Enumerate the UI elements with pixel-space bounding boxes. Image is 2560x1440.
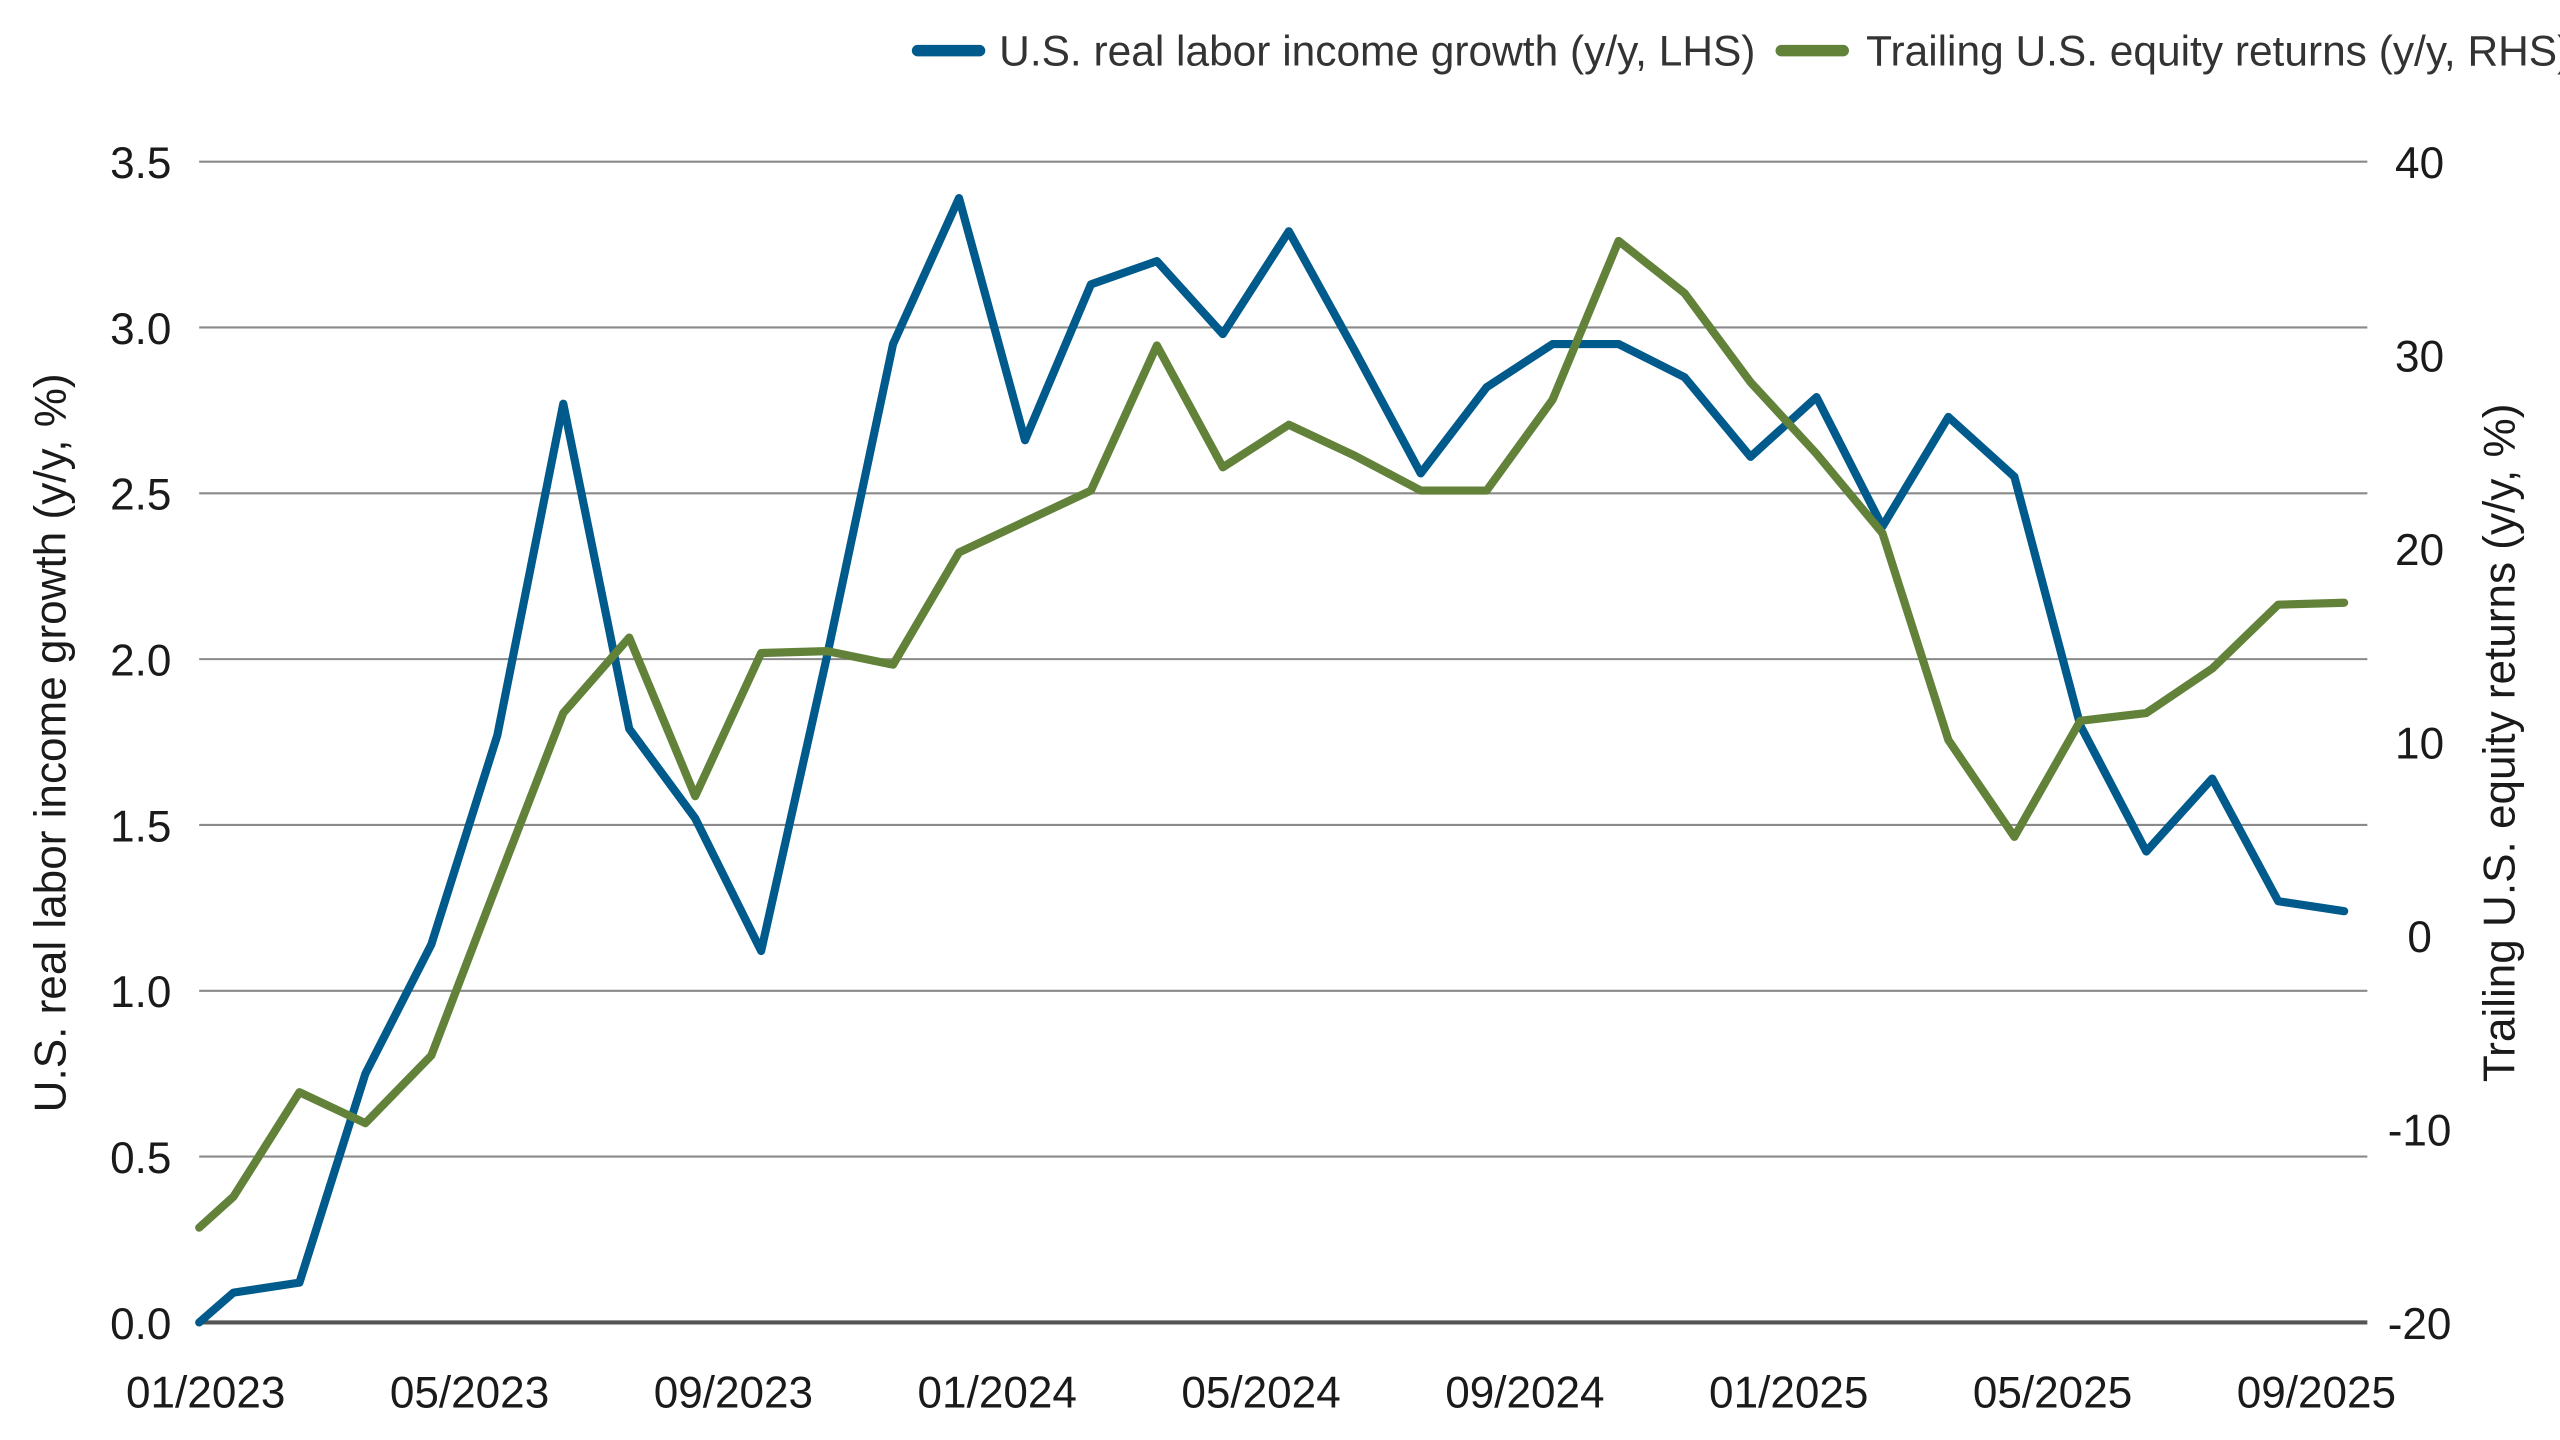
left-axis-label: U.S. real labor income growth (y/y, %): [26, 373, 75, 1112]
right-tick-label: 0: [2407, 913, 2432, 962]
gridlines: [199, 160, 2368, 1325]
left-tick-label: 2.5: [110, 471, 171, 520]
x-tick-label: 01/2023: [126, 1368, 285, 1417]
left-tick-label: 3.0: [110, 305, 171, 354]
right-tick-label: 10: [2395, 719, 2444, 768]
series-line-labor-income: [195, 194, 2349, 1327]
right-tick-label: -10: [2388, 1106, 2452, 1155]
right-tick-label: 40: [2395, 139, 2444, 188]
legend-label-labor-income: U.S. real labor income growth (y/y, LHS): [999, 27, 1755, 74]
left-axis-ticks: 0.0 0.5 1.0 1.5 2.0 2.5 3.0 3.5: [110, 139, 171, 1349]
left-tick-label: 3.5: [110, 139, 171, 188]
x-tick-label: 05/2025: [1973, 1368, 2132, 1417]
right-tick-label: -20: [2388, 1300, 2452, 1349]
right-axis-label: Trailing U.S. equity returns (y/y, %): [2475, 404, 2524, 1082]
left-tick-label: 1.5: [110, 802, 171, 851]
x-tick-label: 01/2024: [918, 1368, 1077, 1417]
series-line-equity-returns: [195, 236, 2349, 1232]
legend: U.S. real labor income growth (y/y, LHS)…: [911, 27, 2560, 74]
x-tick-label: 05/2023: [390, 1368, 549, 1417]
right-tick-label: 20: [2395, 526, 2444, 575]
x-tick-label: 09/2025: [2237, 1368, 2396, 1417]
left-tick-label: 0.5: [110, 1134, 171, 1183]
left-tick-label: 0.0: [110, 1300, 171, 1349]
series-lines: [195, 194, 2349, 1327]
legend-label-equity-returns: Trailing U.S. equity returns (y/y, RHS): [1866, 27, 2560, 74]
x-tick-label: 09/2024: [1445, 1368, 1604, 1417]
left-tick-label: 2.0: [110, 636, 171, 685]
x-tick-label: 05/2024: [1181, 1368, 1340, 1417]
x-axis-ticks: 01/2023 05/2023 09/2023 01/2024 05/2024 09/20…: [126, 1368, 2396, 1417]
x-tick-label: 01/2025: [1709, 1368, 1868, 1417]
right-tick-label: 30: [2395, 332, 2444, 381]
right-axis-ticks: -20 -10 0 10 20 30 40: [2388, 139, 2452, 1349]
left-tick-label: 1.0: [110, 968, 171, 1017]
x-tick-label: 09/2023: [654, 1368, 813, 1417]
